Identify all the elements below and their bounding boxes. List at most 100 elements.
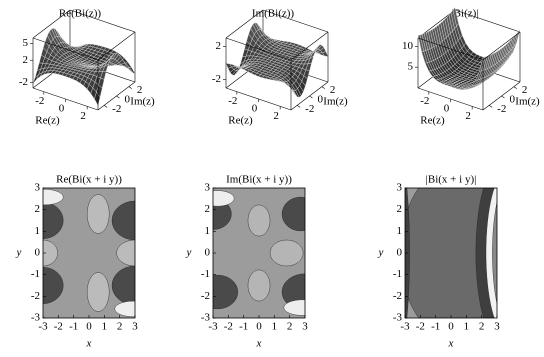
box-edge — [454, 9, 521, 33]
y-tick-label: 2 — [205, 203, 211, 215]
box-edge — [225, 37, 292, 61]
z-tick-label: -2 — [19, 76, 28, 88]
y-tick-label: -1 — [393, 268, 402, 280]
y-tick — [489, 105, 493, 108]
y-tick-label: -2 — [305, 103, 314, 115]
y-tick-label: 0 — [397, 247, 403, 259]
contour-region — [43, 239, 58, 267]
contour-fill — [405, 188, 497, 318]
y-tick-label: -2 — [393, 290, 402, 302]
box-edge — [417, 37, 484, 61]
x-tick-label: 1 — [464, 321, 470, 333]
x-tick-label: 0 — [252, 103, 258, 115]
y-tick-label: 2 — [397, 203, 403, 215]
box-edge — [290, 31, 329, 61]
x-tick-label: 2 — [479, 321, 485, 333]
box-edge — [32, 9, 71, 39]
x-tick-label: 2 — [287, 321, 293, 333]
y-tick — [309, 95, 313, 99]
contour-region — [283, 299, 305, 316]
y-tick — [116, 95, 120, 99]
contour-region — [86, 194, 110, 234]
x-tick-label: 0 — [59, 103, 65, 115]
y-axis-label: y — [378, 247, 384, 259]
y-axis-label: y — [16, 247, 22, 259]
y-tick — [297, 105, 301, 108]
surface-patch — [286, 83, 294, 91]
x-tick-label: 0 — [448, 321, 454, 333]
y-tick-label: 1 — [35, 225, 41, 237]
y-axis-label: y — [186, 247, 192, 259]
y-tick-label: 1 — [397, 225, 403, 237]
x-tick-label: -1 — [431, 321, 440, 333]
z-tick-label: 2 — [216, 40, 222, 52]
contour-region — [43, 202, 64, 239]
x-tick-label: -2 — [35, 95, 44, 107]
x-tick-label: -3 — [38, 321, 48, 333]
x-axis-label: x — [86, 338, 92, 350]
x-tick-label: 3 — [494, 321, 500, 333]
y-tick-label: 2 — [137, 84, 143, 96]
y-tick-label: -2 — [31, 290, 40, 302]
y-tick — [513, 86, 517, 89]
z-tick-label: -2 — [212, 73, 221, 85]
y-tick-label: 0 — [35, 247, 41, 259]
contour-region — [114, 300, 135, 317]
contour-region — [492, 201, 497, 305]
box-edge — [482, 31, 521, 61]
y-tick-label: -3 — [393, 312, 403, 324]
y-tick-label: 0 — [318, 94, 324, 106]
x-tick-label: 1 — [102, 321, 108, 333]
x-tick-label: -2 — [416, 321, 425, 333]
x-tick-label: 3 — [132, 321, 138, 333]
y-tick — [501, 95, 505, 99]
y-tick-label: 2 — [522, 84, 528, 96]
x-tick-label: 2 — [117, 321, 123, 333]
z-tick-label: 5 — [408, 61, 414, 73]
z-tick-label: 10 — [402, 40, 414, 52]
x-tick-label: -2 — [420, 95, 429, 107]
x-tick-label: 2 — [465, 110, 471, 122]
x-axis-label: Re(z) — [420, 115, 445, 127]
contour-region — [485, 188, 497, 318]
x-axis-label: x — [448, 338, 454, 350]
y-tick-label: -2 — [497, 103, 506, 115]
y-tick-label: -3 — [31, 312, 41, 324]
y-tick-label: 0 — [510, 94, 516, 106]
y-tick-label: 0 — [205, 247, 211, 259]
y-tick-label: -1 — [31, 268, 40, 280]
contour-region — [43, 189, 64, 206]
y-tick-label: -2 — [112, 103, 121, 115]
contour-region — [281, 196, 305, 232]
contour-region — [213, 274, 239, 310]
y-tick — [104, 105, 108, 108]
y-tick-label: 1 — [205, 225, 211, 237]
y-tick-label: 3 — [35, 182, 41, 194]
contour-region — [43, 267, 64, 304]
y-tick-label: -2 — [201, 290, 210, 302]
y-axis-label: Im(z) — [323, 96, 348, 108]
x-tick-label: -1 — [239, 321, 248, 333]
y-axis-label: Im(z) — [515, 96, 540, 108]
plot-title: Im(Bi(x + i y)) — [226, 174, 292, 186]
x-tick-label: 0 — [444, 103, 450, 115]
x-tick-label: 3 — [302, 321, 308, 333]
y-tick-label: 3 — [205, 182, 211, 194]
x-tick-label: -2 — [54, 321, 63, 333]
y-tick-label: -3 — [201, 312, 211, 324]
contour-region — [475, 188, 497, 318]
y-tick-label: 3 — [397, 182, 403, 194]
box-edge — [97, 31, 136, 61]
x-tick-label: 2 — [273, 110, 279, 122]
contour-region — [269, 239, 304, 267]
x-tick-label: 0 — [86, 321, 92, 333]
surface-patch — [94, 91, 101, 107]
plot-title: Re(Bi(x + i y)) — [56, 174, 122, 186]
x-tick-label: -3 — [208, 321, 218, 333]
contour-region — [247, 204, 271, 237]
